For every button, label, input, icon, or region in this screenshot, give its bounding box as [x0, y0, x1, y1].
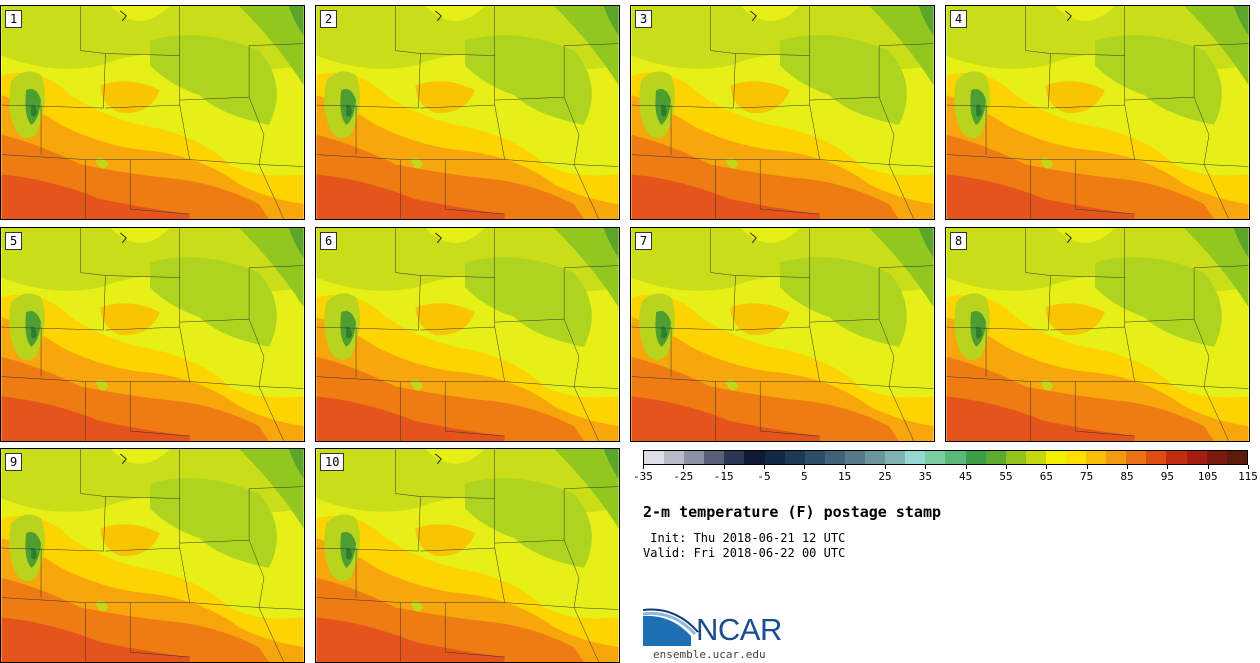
stamp-panel-6: 6 — [315, 227, 620, 442]
colorbar-tick-label: -15 — [713, 470, 734, 483]
temperature-map — [946, 228, 1249, 441]
member-label: 2 — [320, 10, 338, 28]
temperature-map — [316, 6, 619, 219]
colorbar-segment — [1186, 451, 1207, 464]
stamp-panel-8: 8 — [945, 227, 1250, 442]
stamp-panel-9: 9 — [0, 448, 305, 663]
member-label: 7 — [635, 232, 653, 250]
colorbar-tick-label: 65 — [1039, 470, 1053, 483]
ncar-logo-icon — [643, 608, 699, 646]
stamp-panel-4: 4 — [945, 5, 1250, 220]
colorbar-tick-label: 35 — [918, 470, 932, 483]
colorbar-tick-label: 85 — [1120, 470, 1134, 483]
colorbar-segment — [664, 451, 685, 464]
temperature-map — [631, 228, 934, 441]
colorbar-segment — [865, 451, 886, 464]
colorbar-segment — [764, 451, 785, 464]
member-label: 10 — [320, 453, 345, 471]
colorbar-segment — [925, 451, 946, 464]
colorbar-segment — [1146, 451, 1167, 464]
colorbar-tick-label: -25 — [673, 470, 694, 483]
stamp-panel-2: 2 — [315, 5, 620, 220]
valid-time: Valid: Fri 2018-06-22 00 UTC — [643, 546, 846, 560]
member-label: 6 — [320, 232, 338, 250]
colorbar-segment — [644, 451, 665, 464]
chart-title: 2-m temperature (F) postage stamp — [643, 503, 942, 521]
stamp-panel-1: 1 — [0, 5, 305, 220]
colorbar-segment — [1226, 451, 1247, 464]
colorbar-tick-label: 5 — [801, 470, 808, 483]
stamp-panel-3: 3 — [630, 5, 935, 220]
colorbar-segment — [1206, 451, 1227, 464]
colorbar-segment — [684, 451, 705, 464]
colorbar-segment — [844, 451, 866, 464]
member-label: 8 — [950, 232, 968, 250]
colorbar-segment — [1106, 451, 1127, 464]
temperature-map — [1, 449, 304, 662]
colorbar-segment — [1166, 451, 1187, 464]
colorbar-segment — [724, 451, 745, 464]
colorbar-segment — [784, 451, 805, 464]
colorbar-segment — [1045, 451, 1066, 464]
temperature-map — [1, 6, 304, 219]
stamp-panel-10: 10 — [315, 448, 620, 663]
org-name: NCAR — [696, 612, 782, 647]
colorbar-tick-label: 105 — [1197, 470, 1218, 483]
colorbar-tick-label: 45 — [959, 470, 973, 483]
member-label: 3 — [635, 10, 653, 28]
colorbar-tick-label: 115 — [1238, 470, 1258, 483]
colorbar-segment — [905, 451, 926, 464]
temperature-map — [316, 228, 619, 441]
temperature-map — [316, 449, 619, 662]
colorbar-segment — [1086, 451, 1107, 464]
colorbar-segment — [1005, 451, 1026, 464]
colorbar-tick-label: 75 — [1080, 470, 1094, 483]
colorbar-segment — [704, 451, 725, 464]
colorbar-ticks: -35 -25 -15 -5 5 15 25 35 45 55 65 75 85 95 105 115 — [633, 465, 1258, 485]
stamp-panel-7: 7 — [630, 227, 935, 442]
colorbar-segment — [1126, 451, 1147, 464]
colorbar-segment — [804, 451, 825, 464]
colorbar-tick-label: 15 — [838, 470, 852, 483]
colorbar-tick-label: 95 — [1160, 470, 1174, 483]
member-label: 1 — [5, 10, 23, 28]
colorbar-segment — [985, 451, 1006, 464]
colorbar-segment — [824, 451, 845, 464]
init-time: Init: Thu 2018-06-21 12 UTC — [643, 531, 846, 545]
colorbar-segment — [945, 451, 966, 464]
member-label: 9 — [5, 453, 23, 471]
colorbar-segment — [885, 451, 906, 464]
colorbar-segment — [1065, 451, 1087, 464]
temperature-map — [631, 6, 934, 219]
member-label: 4 — [950, 10, 968, 28]
stamp-panel-5: 5 — [0, 227, 305, 442]
colorbar-segment — [1025, 451, 1046, 464]
site-url: ensemble.ucar.edu — [653, 648, 766, 661]
colorbar-segment — [965, 451, 986, 464]
colorbar-tick-label: 55 — [999, 470, 1013, 483]
colorbar-tick-label: -5 — [757, 470, 771, 483]
colorbar-segment — [744, 451, 765, 464]
colorbar-tick-label: 25 — [878, 470, 892, 483]
temperature-map — [1, 228, 304, 441]
member-label: 5 — [5, 232, 23, 250]
colorbar — [643, 450, 1248, 465]
colorbar-tick-label: -35 — [633, 470, 653, 483]
temperature-map — [946, 6, 1249, 219]
